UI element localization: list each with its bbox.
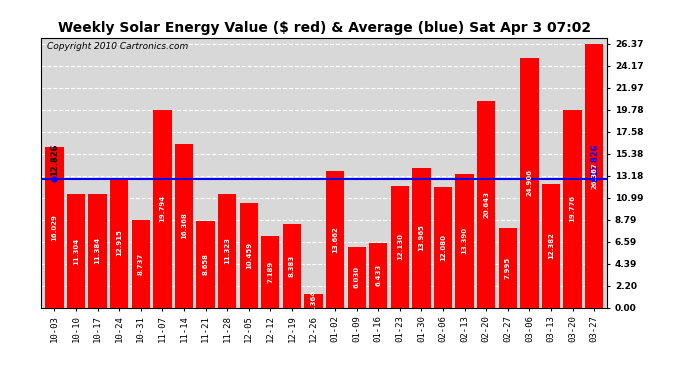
- Bar: [477, 101, 495, 308]
- Bar: [218, 194, 236, 308]
- Bar: [283, 224, 301, 308]
- Text: 7.189: 7.189: [267, 260, 273, 283]
- Text: 20.643: 20.643: [483, 191, 489, 218]
- Bar: [239, 203, 258, 308]
- Bar: [499, 228, 517, 308]
- Text: 12.915: 12.915: [116, 230, 122, 256]
- Bar: [348, 247, 366, 308]
- Bar: [413, 168, 431, 308]
- Text: 11.384: 11.384: [95, 237, 101, 264]
- Text: Copyright 2010 Cartronics.com: Copyright 2010 Cartronics.com: [47, 42, 188, 51]
- Text: 11.304: 11.304: [73, 237, 79, 265]
- Bar: [110, 178, 128, 308]
- Text: 7.995: 7.995: [505, 256, 511, 279]
- Text: 19.776: 19.776: [570, 195, 575, 222]
- Bar: [45, 147, 63, 308]
- Bar: [197, 221, 215, 308]
- Bar: [369, 243, 388, 308]
- Bar: [261, 236, 279, 308]
- Bar: [175, 144, 193, 308]
- Bar: [455, 174, 474, 308]
- Bar: [434, 187, 452, 308]
- Text: 8.658: 8.658: [203, 253, 208, 275]
- Text: 10.459: 10.459: [246, 242, 252, 269]
- Bar: [585, 44, 604, 308]
- Bar: [542, 184, 560, 308]
- Bar: [520, 58, 539, 308]
- Text: 13.390: 13.390: [462, 227, 468, 254]
- Text: 6.433: 6.433: [375, 264, 382, 286]
- Text: 13.662: 13.662: [332, 226, 338, 253]
- Title: Weekly Solar Energy Value ($ red) & Average (blue) Sat Apr 3 07:02: Weekly Solar Energy Value ($ red) & Aver…: [58, 21, 591, 35]
- Bar: [132, 220, 150, 308]
- Text: 24.906: 24.906: [526, 170, 533, 196]
- Text: 12.130: 12.130: [397, 233, 403, 260]
- Text: 1.364: 1.364: [310, 290, 317, 312]
- Text: 13.965: 13.965: [418, 224, 424, 251]
- Bar: [153, 110, 172, 308]
- Text: 8.737: 8.737: [138, 253, 144, 275]
- Text: 16.368: 16.368: [181, 212, 187, 239]
- Bar: [564, 110, 582, 308]
- Text: 12.382: 12.382: [548, 232, 554, 259]
- Bar: [304, 294, 323, 307]
- Bar: [326, 171, 344, 308]
- Text: 26.367: 26.367: [591, 162, 598, 189]
- Bar: [88, 194, 107, 308]
- Text: 8.383: 8.383: [289, 255, 295, 277]
- Text: 12.826: 12.826: [590, 144, 599, 176]
- Text: 19.794: 19.794: [159, 195, 166, 222]
- Text: 16.029: 16.029: [51, 214, 57, 241]
- Bar: [67, 195, 85, 308]
- Text: 12.826: 12.826: [50, 144, 59, 176]
- Text: 6.030: 6.030: [354, 266, 359, 288]
- Text: 11.323: 11.323: [224, 237, 230, 264]
- Text: 12.080: 12.080: [440, 234, 446, 261]
- Bar: [391, 186, 409, 308]
